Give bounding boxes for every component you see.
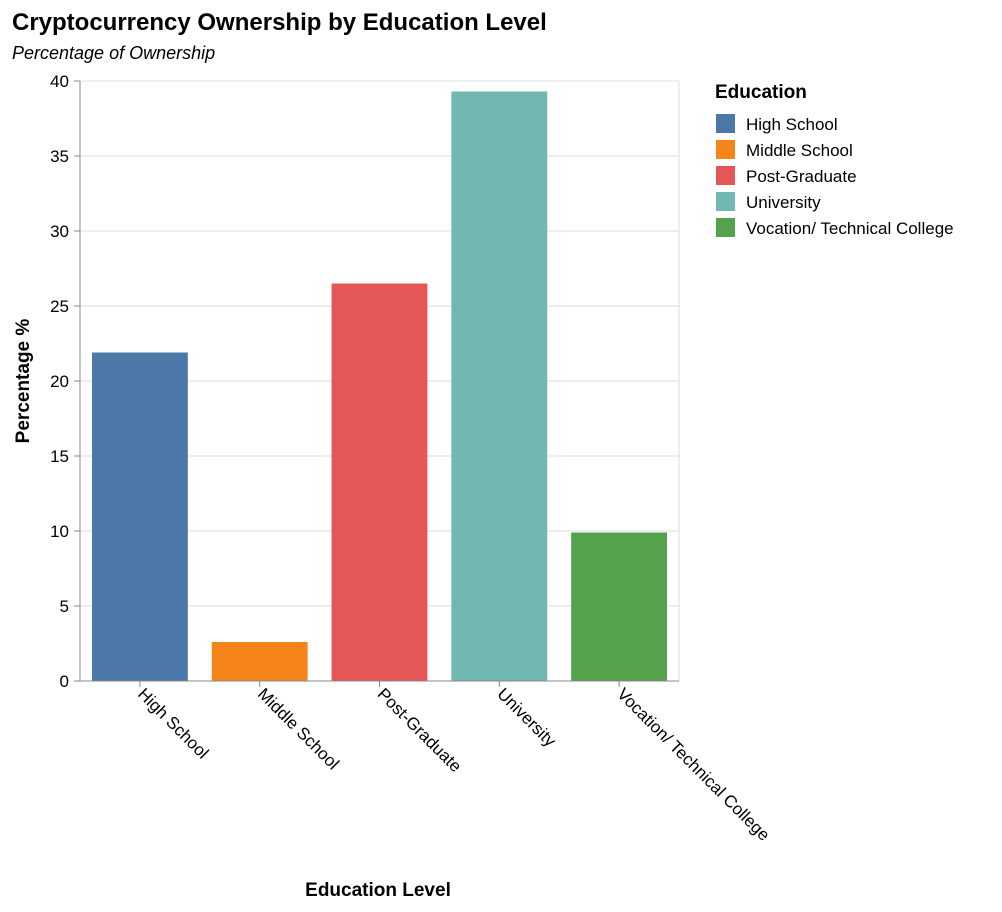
y-tick-label: 0 [60,672,69,691]
bar-university [451,91,548,681]
legend-title: Education [715,82,807,103]
x-axis-ticks: High School Middle School Post-Graduate Uni… [134,681,774,845]
bar-middle-school [211,642,308,681]
legend-label: Vocation/ Technical College [746,219,954,238]
y-tick-label: 30 [50,222,69,241]
legend-label: University [746,193,821,212]
chart-subtitle: Percentage of Ownership [12,43,215,63]
y-tick-label: 5 [60,597,69,616]
y-tick-label: 25 [50,297,69,316]
x-axis-title: Education Level [305,880,451,901]
legend: Education High School Middle School Post-G… [715,82,954,238]
bar-post-graduate [331,283,428,681]
y-tick-label: 20 [50,372,69,391]
legend-label: High School [746,115,838,134]
y-axis-ticks: 0 5 10 15 20 25 30 35 40 [50,72,80,691]
x-tick-label: Post-Graduate [374,684,466,776]
legend-swatch [716,166,735,185]
legend-swatch [716,192,735,211]
legend-label: Post-Graduate [746,167,857,186]
y-tick-label: 10 [50,522,69,541]
bar-vocation-technical-college [571,532,668,681]
y-tick-label: 35 [50,147,69,166]
bar-high-school [91,352,188,681]
y-tick-label: 15 [50,447,69,466]
legend-swatch [716,114,735,133]
x-tick-label: Vocation/ Technical College [613,684,773,844]
x-tick-label: High School [134,684,212,762]
x-tick-label: Middle School [254,684,343,773]
bars [91,91,668,681]
legend-swatch [716,218,735,237]
legend-swatch [716,140,735,159]
y-axis-title: Percentage % [13,319,34,444]
legend-label: Middle School [746,141,853,160]
chart-title: Cryptocurrency Ownership by Education Le… [12,9,547,36]
y-tick-label: 40 [50,72,69,91]
x-tick-label: University [493,684,560,751]
